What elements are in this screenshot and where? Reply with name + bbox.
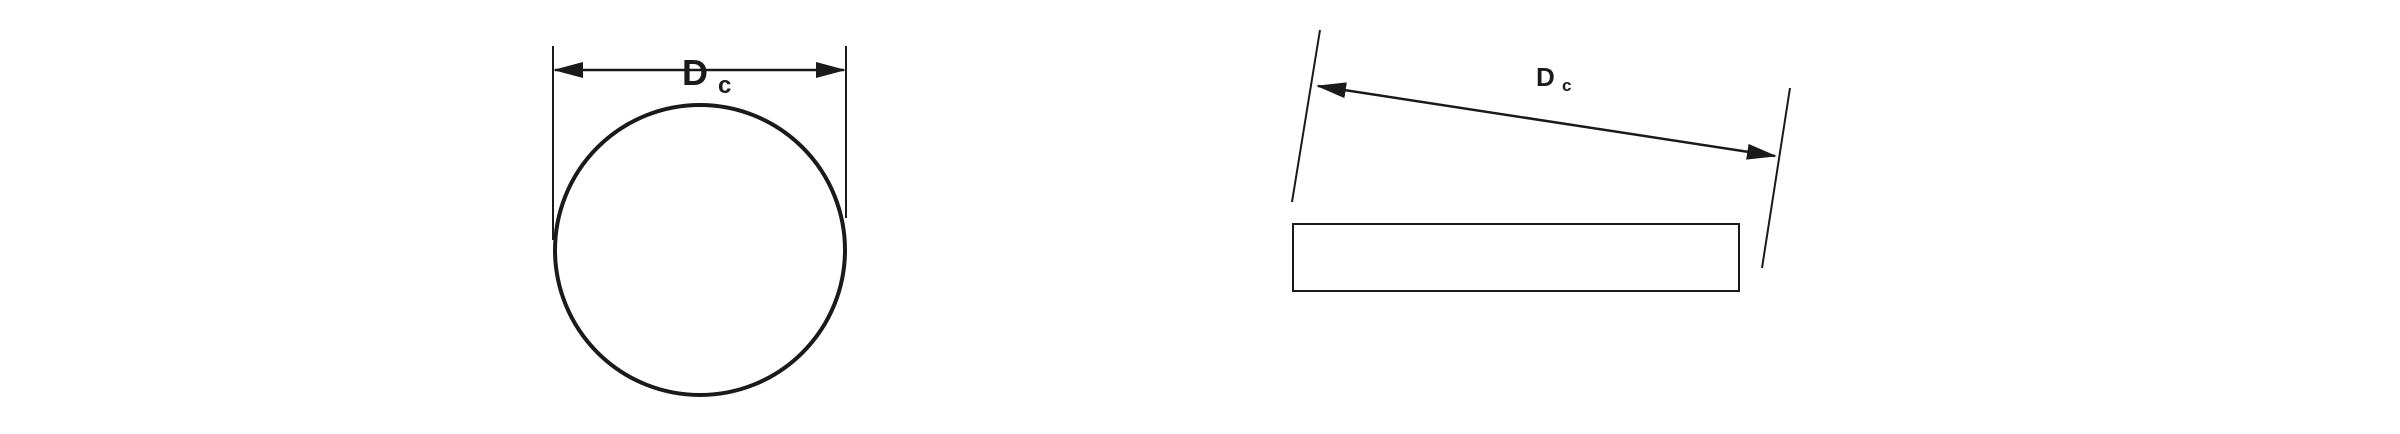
edge-diameter-label-main: D — [1536, 62, 1555, 92]
disc-outline — [553, 103, 847, 397]
circle-diameter-label: D c — [682, 52, 731, 99]
tilted-diameter-dimension-line — [1316, 82, 1777, 160]
edge-view: D c — [1291, 29, 1791, 292]
circle-diameter-label-subscript: c — [718, 72, 731, 99]
circle-view: D c — [552, 46, 847, 397]
edge-diameter-label-subscript: c — [1562, 76, 1571, 95]
tilted-left-extension-line — [1291, 29, 1321, 203]
tilted-right-extension-line — [1761, 87, 1791, 269]
edge-diameter-label: D c — [1536, 62, 1571, 95]
circle-diameter-label-main: D — [682, 52, 708, 93]
disc-edge-outline — [1292, 223, 1740, 292]
